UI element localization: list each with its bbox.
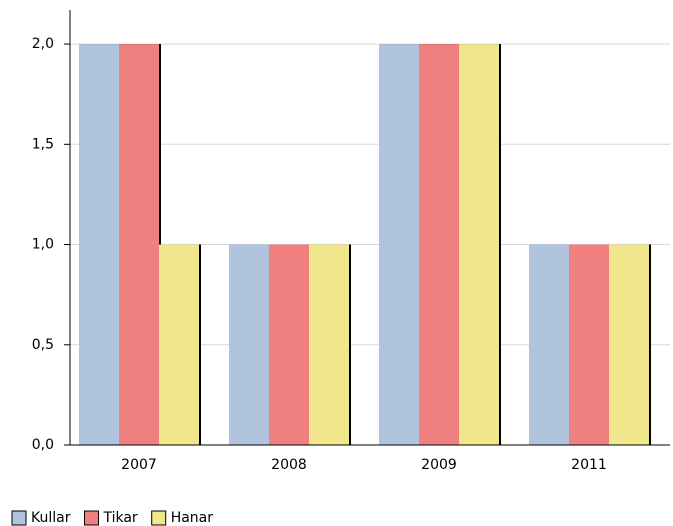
legend-swatch [11, 510, 27, 526]
bar [379, 44, 419, 446]
bar [459, 44, 499, 446]
bar [159, 244, 199, 445]
bar [529, 244, 569, 445]
y-tick-label: 0,5 [32, 337, 54, 353]
x-tick-label: 2009 [421, 457, 457, 473]
bar [269, 244, 309, 445]
bar [569, 244, 609, 445]
legend-label: Tikar [102, 510, 137, 526]
bar [609, 244, 649, 445]
bar [229, 244, 269, 445]
x-tick-label: 2011 [571, 457, 607, 473]
bar [309, 244, 349, 445]
legend-label: Kullar [31, 510, 71, 526]
x-tick-label: 2008 [271, 457, 307, 473]
y-tick-label: 1,5 [32, 136, 54, 152]
y-tick-label: 2,0 [32, 36, 54, 52]
x-tick-label: 2007 [121, 457, 157, 473]
y-tick-label: 0,0 [32, 437, 54, 453]
legend-label: Hanar [171, 510, 214, 526]
bar [119, 44, 159, 446]
legend-swatch [83, 510, 99, 526]
bar [419, 44, 459, 446]
bar [79, 44, 119, 446]
y-tick-label: 1,0 [32, 237, 54, 253]
legend-swatch [151, 510, 167, 526]
